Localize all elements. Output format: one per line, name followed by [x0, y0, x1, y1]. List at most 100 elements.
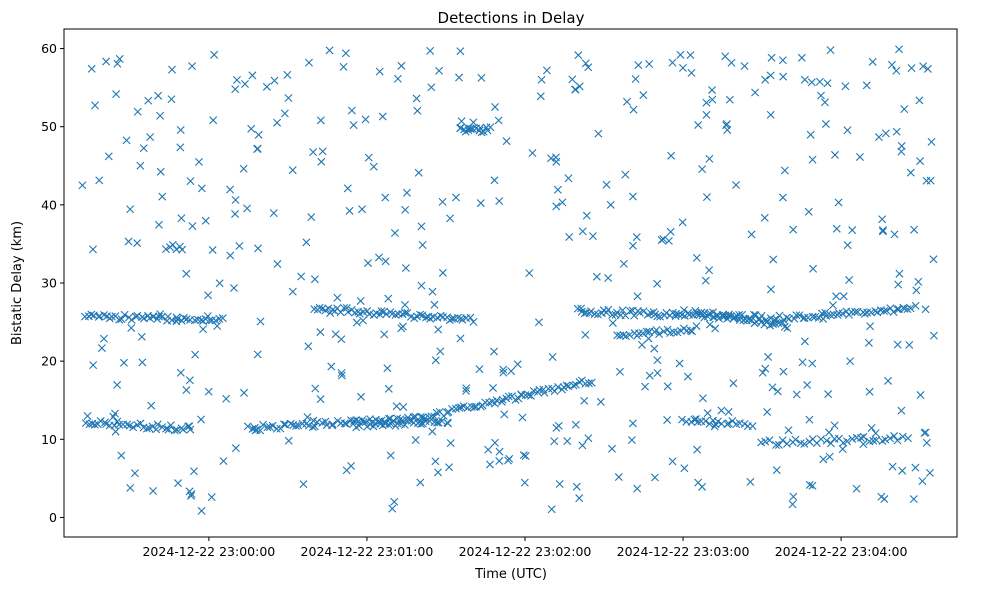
data-point [102, 57, 111, 66]
data-point [197, 316, 206, 325]
data-point [400, 300, 409, 309]
data-point [653, 356, 662, 365]
data-point [247, 124, 256, 133]
data-point [435, 66, 444, 75]
data-point [126, 483, 135, 492]
data-point [456, 334, 465, 343]
data-point [820, 98, 829, 107]
data-point [133, 311, 142, 320]
data-point [880, 307, 889, 316]
data-point [791, 435, 800, 444]
data-point [197, 184, 206, 193]
data-point [604, 274, 613, 283]
data-point [361, 418, 370, 427]
data-point [294, 421, 303, 430]
data-point [388, 504, 397, 513]
data-point [807, 78, 816, 87]
data-point [826, 439, 835, 448]
data-point [671, 312, 680, 321]
data-point [703, 409, 712, 418]
data-point [307, 213, 316, 222]
data-point [562, 381, 571, 390]
data-point [316, 116, 325, 125]
x-tick-label: 2024-12-22 23:03:00 [617, 544, 750, 559]
data-point [668, 58, 677, 67]
data-point [789, 225, 798, 234]
data-point [907, 64, 916, 73]
data-point [760, 213, 769, 222]
data-point [476, 199, 485, 208]
data-point [284, 94, 293, 102]
data-point [565, 233, 574, 241]
data-point [587, 378, 596, 387]
data-point [868, 57, 877, 66]
data-point [765, 436, 774, 445]
data-point [139, 144, 148, 153]
data-point [800, 337, 809, 346]
data-point [299, 480, 308, 489]
data-point [156, 167, 165, 176]
data-point [349, 121, 358, 130]
data-point [288, 166, 297, 175]
data-point [416, 310, 425, 319]
data-point [628, 419, 637, 428]
data-point [862, 81, 871, 90]
data-point [401, 205, 410, 214]
data-point [929, 255, 938, 264]
data-point [761, 364, 770, 373]
data-point [748, 422, 757, 431]
data-point [554, 421, 563, 430]
data-point [486, 123, 495, 132]
data-point [900, 304, 909, 313]
data-point [272, 424, 281, 433]
data-point [149, 486, 158, 495]
data-point [324, 304, 333, 313]
data-point [416, 478, 425, 487]
data-point [614, 473, 623, 482]
data-point [185, 422, 194, 431]
data-point [414, 168, 423, 177]
data-point [631, 75, 640, 84]
data-point [176, 368, 185, 377]
data-point [127, 315, 136, 324]
data-point [723, 126, 732, 134]
data-point [534, 318, 543, 327]
data-point [847, 308, 856, 316]
data-point [386, 419, 395, 428]
data-point [866, 322, 875, 331]
data-point [653, 279, 662, 288]
data-point [88, 245, 97, 254]
data-point [767, 53, 776, 62]
data-point [377, 307, 386, 316]
data-point [87, 310, 96, 319]
data-point [890, 230, 899, 239]
data-point [111, 409, 120, 418]
data-point [309, 416, 318, 425]
data-point [383, 364, 392, 373]
data-point [663, 325, 672, 334]
data-point [146, 133, 155, 142]
data-point [664, 236, 673, 245]
data-point [446, 214, 455, 223]
data-point [495, 197, 504, 206]
data-point [361, 115, 370, 124]
data-point [248, 71, 257, 80]
data-point [345, 206, 354, 215]
data-point [402, 188, 411, 197]
data-point [869, 436, 878, 445]
data-point [215, 279, 224, 288]
data-point [115, 54, 124, 63]
data-point [270, 76, 279, 85]
data-point [153, 420, 162, 429]
data-point [188, 62, 197, 71]
data-point [254, 130, 263, 139]
data-point [204, 387, 213, 396]
x-tick-label: 2024-12-22 23:04:00 [775, 544, 908, 559]
data-point [823, 79, 832, 88]
data-point [431, 457, 440, 466]
data-point [104, 152, 113, 161]
data-point [240, 388, 249, 397]
data-point [235, 241, 244, 250]
data-point [438, 197, 447, 206]
data-point [384, 420, 393, 429]
